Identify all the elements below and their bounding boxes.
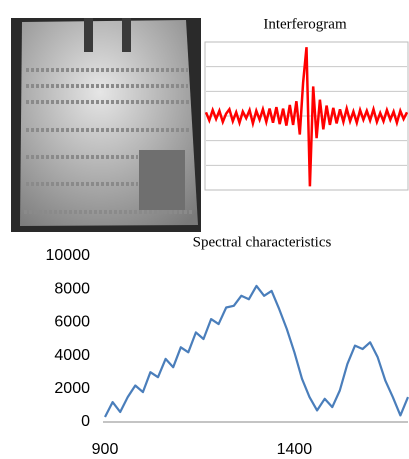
y-tick-label: 2000	[54, 380, 90, 397]
y-tick-label: 0	[81, 413, 90, 430]
interferogram-line	[204, 47, 409, 187]
spectrum-line	[104, 284, 409, 418]
y-tick-label: 6000	[54, 314, 90, 331]
chart-title: Interferogram	[263, 16, 347, 32]
y-tick-label: 8000	[54, 280, 90, 297]
y-tick-label: 4000	[54, 347, 90, 364]
chart-title: Spectral characteristics	[193, 234, 332, 250]
x-tick-label: 900	[92, 441, 119, 458]
plot-frame	[204, 41, 409, 191]
y-tick-label: 10000	[46, 247, 91, 264]
photo	[11, 18, 201, 232]
x-tick-label: 1400	[277, 441, 313, 458]
